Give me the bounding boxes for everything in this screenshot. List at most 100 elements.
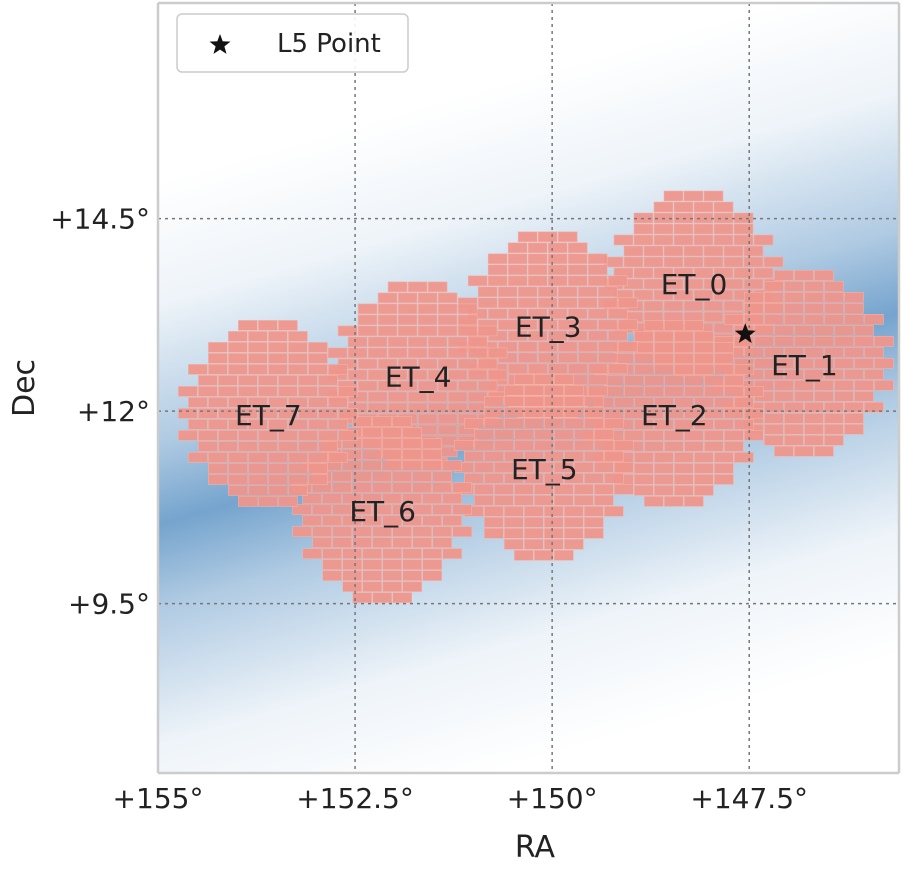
field-tile [238,375,258,386]
field-tile [218,375,238,386]
field-tile [854,390,874,402]
field-tile [557,319,578,331]
field-tile [583,395,604,407]
field-tile [533,549,554,561]
field-tile [567,242,588,254]
field-tile [467,275,488,287]
field-tile [432,482,453,493]
field-tile [503,450,524,462]
field-tile [713,322,734,334]
field-tile [834,379,854,391]
field-tile [543,450,564,462]
field-tile [328,364,348,375]
field-tile [407,347,428,359]
field-tile [427,336,448,348]
field-tile [633,364,654,375]
field-tile [268,463,288,474]
field-tile [693,234,714,246]
field-tile [693,267,714,279]
field-tile [292,526,313,537]
field-tile [493,439,514,451]
field-tile [513,494,534,506]
field-tile [577,352,598,364]
field-tile [417,303,438,315]
field-tile [473,439,494,451]
field-tile [593,439,614,451]
field-tile [178,408,198,419]
field-label: ET_6 [349,495,416,528]
field-tile [402,460,423,471]
field-tile [318,386,338,397]
field-tile [774,445,794,457]
field-label: ET_2 [641,399,708,432]
field-tile [784,291,804,303]
field-tile [188,364,208,375]
field-tile [713,223,734,235]
field-tile [457,358,478,370]
field-tile [258,496,278,507]
field-tile [703,190,724,202]
field-tile [713,342,734,353]
field-tile [593,428,614,440]
y-tick-label: +9.5° [68,588,150,621]
field-tile [577,319,598,331]
field-tile [218,386,238,397]
field-tile [673,474,694,485]
field-tile [633,397,654,408]
field-tile [587,330,608,342]
field-tile [387,391,408,403]
field-tile [288,485,308,496]
field-tile [432,471,453,482]
field-tile [288,452,308,463]
field-tile [352,526,373,537]
field-tile [597,341,618,353]
field-tile [844,401,864,413]
field-tile [457,380,478,392]
field-tile [357,380,378,392]
field-tile [824,280,844,292]
field-tile [537,297,558,309]
field-tile [473,483,494,495]
field-tile [567,253,588,265]
field-tile [382,493,403,504]
field-tile [583,516,604,528]
field-tile [703,386,724,397]
field-tile [703,278,724,290]
field-tile [523,527,544,539]
field-tile [372,482,393,493]
field-tile [623,256,644,268]
field-tile [693,419,714,430]
field-label: ET_7 [235,399,302,432]
field-tile [543,505,564,517]
field-tile [754,379,774,391]
field-tile [593,461,614,473]
field-tile [673,397,694,408]
field-tile [483,406,504,418]
field-tile [367,391,388,403]
field-tile [457,314,478,326]
field-tile [372,537,393,548]
field-tile [563,527,584,539]
field-tile [844,412,864,424]
y-axis-label: Dec [7,359,42,417]
field-tile [487,369,508,381]
field-tile [567,363,588,375]
field-tile [597,297,618,309]
field-tile [427,391,448,403]
field-tile [774,357,794,369]
l5-point-star-icon [734,323,756,343]
field-tile [673,331,694,342]
field-tile [397,292,418,304]
field-tile [683,441,704,452]
field-tile [653,342,674,353]
field-tile [298,430,318,441]
field-tile [292,504,313,515]
field-tile [248,474,268,485]
field-tile [623,408,644,419]
field-tile [653,419,674,430]
field-tile [673,485,694,496]
field-tile [764,280,784,292]
field-tile [178,430,198,441]
field-tile [663,256,684,268]
field-tile [322,559,343,570]
